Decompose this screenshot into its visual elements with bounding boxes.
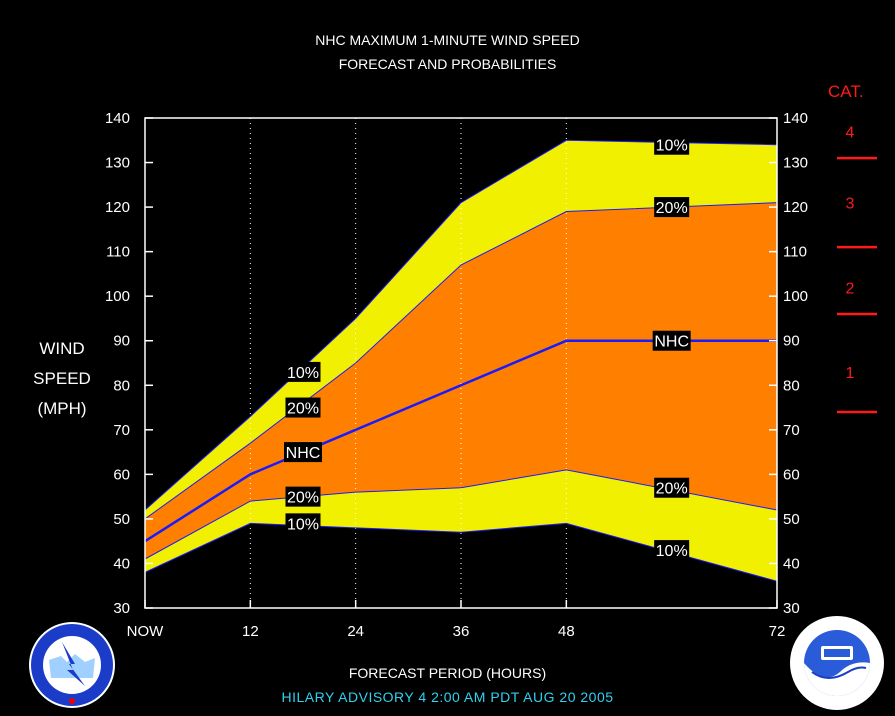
noaa-logo-icon xyxy=(790,616,884,710)
y-tick-label-left-60: 60 xyxy=(113,466,130,483)
x-axis-label: FORECAST PERIOD (HOURS) xyxy=(348,665,547,681)
y-tick-label-left-110: 110 xyxy=(106,244,130,261)
curve-label-bg-7 xyxy=(652,330,691,351)
y-tick-label-left-100: 100 xyxy=(105,288,130,305)
y-axis-label-speed: SPEED xyxy=(33,369,91,388)
category-title: CAT. xyxy=(828,82,864,101)
line-lower-20 xyxy=(144,469,778,560)
curve-label-bg-3 xyxy=(285,486,321,507)
y-tick-label-right-120: 120 xyxy=(783,199,808,216)
y-tick-label-right-110: 110 xyxy=(783,244,807,261)
curve-label-bg-1 xyxy=(285,397,321,418)
line-upper-10 xyxy=(144,139,778,511)
chart-title-line1: NHC MAXIMUM 1-MINUTE WIND SPEED xyxy=(315,32,580,48)
y-tick-label-left-70: 70 xyxy=(113,422,130,439)
line-lower-10 xyxy=(144,522,778,582)
category-label-3: 3 xyxy=(846,196,855,213)
curve-label-bg-6 xyxy=(654,197,690,218)
category-label-1: 1 xyxy=(846,365,855,382)
y-tick-label-right-140: 140 xyxy=(783,110,808,127)
curve-label-9: 10% xyxy=(656,543,688,560)
chart-title-line2: FORECAST AND PROBABILITIES xyxy=(338,56,557,72)
y-tick-label-right-60: 60 xyxy=(783,466,800,483)
band-20-percent xyxy=(145,202,777,560)
y-tick-label-right-90: 90 xyxy=(783,333,800,350)
x-tick-label-24: 24 xyxy=(347,623,364,640)
y-tick-label-right-70: 70 xyxy=(783,422,800,439)
y-axis-label-wind: WIND xyxy=(39,339,85,358)
y-tick-label-left-40: 40 xyxy=(113,555,130,572)
x-tick-label-NOW: NOW xyxy=(127,623,165,640)
curve-label-3: 20% xyxy=(287,490,319,507)
curve-label-1: 20% xyxy=(287,401,319,418)
line-upper-20 xyxy=(144,202,778,520)
y-tick-label-left-30: 30 xyxy=(113,600,130,617)
y-tick-label-right-130: 130 xyxy=(783,155,808,172)
category-label-4: 4 xyxy=(846,124,855,141)
probability-bands xyxy=(145,140,777,582)
y-tick-label-right-30: 30 xyxy=(783,600,800,617)
y-tick-label-left-120: 120 xyxy=(105,199,130,216)
y-tick-label-left-90: 90 xyxy=(113,333,130,350)
category-label-2: 2 xyxy=(846,280,855,297)
x-tick-label-48: 48 xyxy=(558,623,575,640)
curve-label-5: 10% xyxy=(656,138,688,155)
curve-label-bg-5 xyxy=(654,134,690,155)
x-tick-label-72: 72 xyxy=(769,623,786,640)
curve-label-bg-0 xyxy=(285,361,321,382)
curve-labels: 10% 20% NHC 20% 10% 10% 20% NHC 20% 10% xyxy=(284,134,691,561)
y-tick-label-left-80: 80 xyxy=(113,377,130,394)
x-axis-ticks: NOW 12 24 36 48 72 xyxy=(127,600,786,640)
x-tick-label-12: 12 xyxy=(242,623,259,640)
curve-label-bg-4 xyxy=(285,513,321,534)
curve-label-6: 20% xyxy=(656,200,688,217)
curve-label-4: 10% xyxy=(287,516,319,533)
category-scale: 1 2 3 4 xyxy=(837,124,877,414)
advisory-info: HILARY ADVISORY 4 2:00 AM PDT AUG 20 200… xyxy=(281,689,614,705)
y-tick-label-right-40: 40 xyxy=(783,555,800,572)
y-axis-ticks: 30 30 40 40 50 50 60 60 70 70 80 80 90 90 100 100 110 110… xyxy=(105,110,808,617)
y-tick-label-right-50: 50 xyxy=(783,511,800,528)
x-tick-label-36: 36 xyxy=(453,623,470,640)
curve-label-0: 10% xyxy=(287,365,319,382)
y-tick-label-right-80: 80 xyxy=(783,377,800,394)
y-tick-label-right-100: 100 xyxy=(783,288,808,305)
y-tick-label-left-140: 140 xyxy=(105,110,130,127)
y-tick-label-left-50: 50 xyxy=(113,511,130,528)
forecast-lines xyxy=(144,139,778,582)
nws-logo-icon xyxy=(29,622,115,708)
curve-label-8: 20% xyxy=(656,481,688,498)
curve-label-bg-9 xyxy=(654,540,690,561)
curve-label-bg-2 xyxy=(284,442,322,463)
curve-label-bg-8 xyxy=(654,477,690,498)
curve-label-2: NHC xyxy=(286,445,321,462)
y-axis-label-units: (MPH) xyxy=(37,399,87,418)
y-tick-label-left-130: 130 xyxy=(105,155,130,172)
curve-label-7: NHC xyxy=(654,334,689,351)
line-nhc xyxy=(144,339,777,543)
